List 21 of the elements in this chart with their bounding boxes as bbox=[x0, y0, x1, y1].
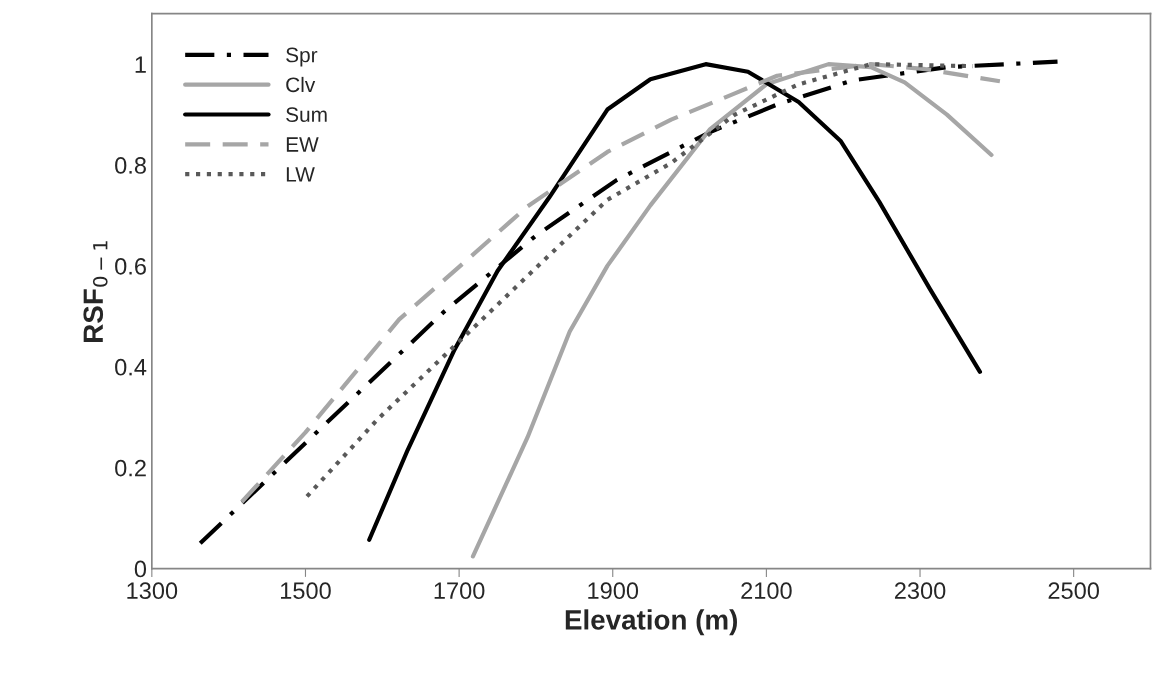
x-tick-label: 2500 bbox=[1048, 582, 1099, 600]
x-axis-title: Elevation (m) bbox=[565, 609, 737, 636]
x-tick-label: 2300 bbox=[894, 582, 946, 600]
x-tick-label: 1900 bbox=[588, 582, 639, 600]
y-tick-label: 0.8 bbox=[115, 157, 146, 174]
legend-label: Spr bbox=[286, 47, 318, 67]
legend-label: Sum bbox=[286, 107, 327, 123]
legend-label: EW bbox=[286, 137, 319, 152]
y-tick-label: 0.6 bbox=[115, 257, 146, 275]
y-tick-label: 0 bbox=[134, 560, 147, 578]
y-axis-title: RSF$_{0−1}$ bbox=[83, 241, 108, 342]
line-series bbox=[367, 62, 983, 542]
x-tick-label: 2100 bbox=[741, 582, 792, 600]
x-tick-label: 1500 bbox=[281, 582, 331, 600]
legend-label: Clv bbox=[286, 76, 316, 93]
y-tick-label: 1 bbox=[135, 56, 146, 73]
legend-label: LW bbox=[286, 167, 315, 182]
y-tick-label: 0.2 bbox=[115, 459, 146, 477]
x-tick-label: 1300 bbox=[127, 582, 178, 600]
x-tick-label: 1700 bbox=[434, 582, 485, 600]
y-tick-label: 0.4 bbox=[115, 358, 147, 376]
